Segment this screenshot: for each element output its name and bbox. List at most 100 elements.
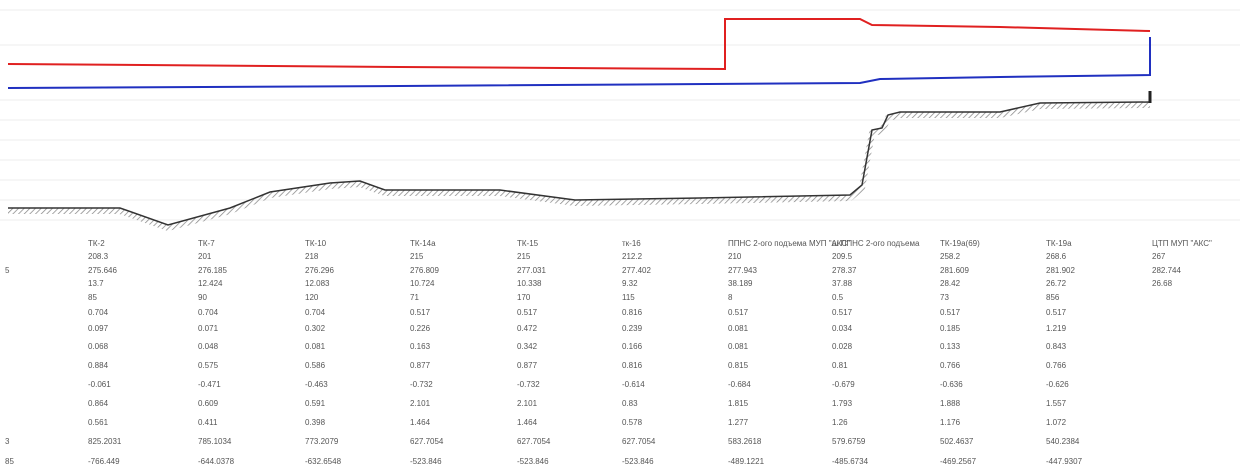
cell: 85 bbox=[88, 293, 97, 302]
cell: -485.6734 bbox=[832, 457, 869, 466]
cell: 583.2618 bbox=[728, 437, 762, 446]
column-header: тк-16 bbox=[622, 239, 641, 248]
profile-graph bbox=[0, 9, 1240, 232]
cell: 0.766 bbox=[1046, 361, 1067, 370]
cell: 212.2 bbox=[622, 252, 643, 261]
cell: -447.9307 bbox=[1046, 457, 1083, 466]
cell: 0.704 bbox=[305, 308, 326, 317]
cell: 0.884 bbox=[88, 361, 109, 370]
cell: 0.517 bbox=[940, 308, 961, 317]
cell: 0.575 bbox=[198, 361, 219, 370]
cell: -523.846 bbox=[517, 457, 549, 466]
cell: 276.809 bbox=[410, 266, 439, 275]
cell: 281.609 bbox=[940, 266, 969, 275]
cell: 276.185 bbox=[198, 266, 227, 275]
column-header: ППНС 2-ого подъема МУП "АКС" bbox=[728, 239, 851, 248]
cell: 0.864 bbox=[88, 399, 109, 408]
cell: -523.846 bbox=[410, 457, 442, 466]
cell: 0.517 bbox=[410, 308, 431, 317]
cell: -632.6548 bbox=[305, 457, 342, 466]
cell: 0.302 bbox=[305, 324, 326, 333]
cell: 0.517 bbox=[1046, 308, 1067, 317]
cell: 268.6 bbox=[1046, 252, 1067, 261]
cell: -0.614 bbox=[622, 380, 645, 389]
cell: 215 bbox=[517, 252, 531, 261]
cell: -0.684 bbox=[728, 380, 751, 389]
cell: 10.724 bbox=[410, 279, 435, 288]
column-header: ТК-19а bbox=[1046, 239, 1072, 248]
row-label: 85 bbox=[5, 457, 14, 466]
cell: 13.7 bbox=[88, 279, 104, 288]
cell: 1.277 bbox=[728, 418, 749, 427]
cell: 1.26 bbox=[832, 418, 848, 427]
cell: 0.068 bbox=[88, 342, 109, 351]
cell: 210 bbox=[728, 252, 742, 261]
cell: -0.679 bbox=[832, 380, 855, 389]
cell: 627.7054 bbox=[517, 437, 551, 446]
cell: 773.2079 bbox=[305, 437, 339, 446]
cell: 0.166 bbox=[622, 342, 643, 351]
cell: 627.7054 bbox=[410, 437, 444, 446]
cell: -766.449 bbox=[88, 457, 120, 466]
cell: 0.185 bbox=[940, 324, 961, 333]
cell: 9.32 bbox=[622, 279, 638, 288]
cell: 0.81 bbox=[832, 361, 848, 370]
cell: -469.2567 bbox=[940, 457, 977, 466]
column-header: ТК-10 bbox=[305, 239, 327, 248]
cell: 90 bbox=[198, 293, 207, 302]
cell: -644.0378 bbox=[198, 457, 235, 466]
cell: 0.877 bbox=[410, 361, 431, 370]
cell: 2.101 bbox=[410, 399, 431, 408]
cell: 1.888 bbox=[940, 399, 961, 408]
cell: 282.744 bbox=[1152, 266, 1181, 275]
cell: 1.557 bbox=[1046, 399, 1067, 408]
cell: 0.081 bbox=[728, 342, 749, 351]
cell: 0.133 bbox=[940, 342, 961, 351]
cell: 0.081 bbox=[728, 324, 749, 333]
cell: 0.472 bbox=[517, 324, 538, 333]
cell: 12.083 bbox=[305, 279, 330, 288]
cell: 0.342 bbox=[517, 342, 538, 351]
cell: 170 bbox=[517, 293, 531, 302]
cell: 0.163 bbox=[410, 342, 431, 351]
cell: 0.411 bbox=[198, 418, 218, 427]
cell: 275.646 bbox=[88, 266, 117, 275]
cell: 0.815 bbox=[728, 361, 749, 370]
cell: 0.071 bbox=[198, 324, 219, 333]
grid bbox=[0, 9, 1240, 221]
cell: 73 bbox=[940, 293, 949, 302]
cell: 28.42 bbox=[940, 279, 961, 288]
cell: -0.732 bbox=[410, 380, 433, 389]
cell: -0.463 bbox=[305, 380, 328, 389]
cell: 26.68 bbox=[1152, 279, 1173, 288]
cell: 0.517 bbox=[517, 308, 538, 317]
cell: 785.1034 bbox=[198, 437, 232, 446]
cell: 0.048 bbox=[198, 342, 219, 351]
cell: 825.2031 bbox=[88, 437, 122, 446]
cell: 276.296 bbox=[305, 266, 334, 275]
cell: 1.464 bbox=[517, 418, 538, 427]
cell: 0.097 bbox=[88, 324, 109, 333]
ground-line bbox=[8, 101, 1151, 226]
cell: 0.398 bbox=[305, 418, 326, 427]
cell: 0.609 bbox=[198, 399, 219, 408]
cell: 0.034 bbox=[832, 324, 853, 333]
cell: 2.101 bbox=[517, 399, 538, 408]
cell: 0.591 bbox=[305, 399, 326, 408]
cell: 0.517 bbox=[728, 308, 749, 317]
cell: 278.37 bbox=[832, 266, 857, 275]
cell: -0.471 bbox=[198, 380, 221, 389]
cell: 0.704 bbox=[88, 308, 109, 317]
cell: 0.5 bbox=[832, 293, 844, 302]
cell: -0.626 bbox=[1046, 380, 1069, 389]
cell: 0.816 bbox=[622, 308, 643, 317]
cell: 37.88 bbox=[832, 279, 853, 288]
cell: 1.815 bbox=[728, 399, 749, 408]
ground-hatch bbox=[8, 102, 1151, 232]
cell: 209.5 bbox=[832, 252, 853, 261]
column-header: ТК-14а bbox=[410, 239, 436, 248]
supply-line bbox=[7, 18, 1151, 71]
column-header: ТК-19а(69) bbox=[940, 239, 980, 248]
cell: 277.031 bbox=[517, 266, 546, 275]
